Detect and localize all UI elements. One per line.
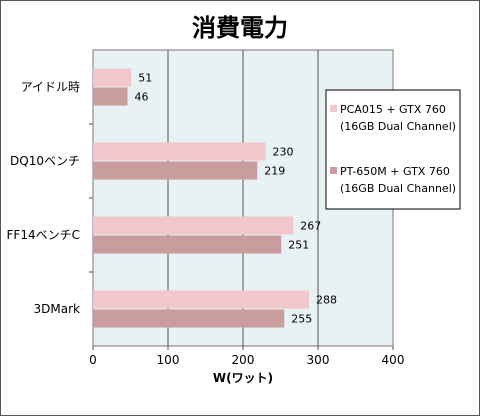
data-label: 51 [138, 72, 152, 85]
legend-label-series-2-line2: (16GB Dual Channel) [340, 182, 456, 195]
bar-series-1 [93, 290, 309, 309]
category-labels: アイドル時 DQ10ベンチ FF14ベンチC 3DMark [7, 80, 81, 316]
bar-series-1 [93, 68, 132, 87]
legend-label-series-2-line1: PT-650M + GTX 760 [340, 165, 450, 178]
legend-swatch-series-2 [330, 167, 337, 174]
bars [93, 68, 309, 328]
x-tick-label: 400 [382, 353, 405, 367]
x-axis-title: W(ワット) [213, 371, 273, 385]
category-label: アイドル時 [21, 80, 80, 94]
bar-series-2 [93, 309, 285, 328]
bar-series-2 [93, 161, 258, 180]
bar-series-1 [93, 216, 294, 235]
category-label: FF14ベンチC [7, 228, 80, 242]
data-label: 288 [316, 294, 337, 307]
x-tick-label: 100 [157, 353, 180, 367]
category-label: 3DMark [34, 302, 81, 316]
data-label: 251 [288, 239, 309, 252]
tick-labels: 0 100 200 300 400 [89, 353, 404, 367]
legend-box [325, 89, 461, 210]
data-label: 255 [291, 313, 312, 326]
legend-label-series-1-line1: PCA015 + GTX 760 [340, 103, 446, 116]
x-tick-label: 0 [89, 353, 97, 367]
x-tick-label: 200 [232, 353, 255, 367]
data-labels: 51 46 230 219 267 251 288 255 [135, 72, 338, 326]
bar-series-2 [93, 87, 128, 106]
legend: PCA015 + GTX 760 (16GB Dual Channel) PT-… [325, 89, 461, 210]
data-label: 267 [300, 220, 321, 233]
data-label: 219 [264, 165, 285, 178]
legend-swatch-series-1 [330, 105, 337, 112]
bar-series-1 [93, 142, 266, 161]
bar-series-2 [93, 235, 282, 254]
x-tick-label: 300 [307, 353, 330, 367]
category-label: DQ10ベンチ [10, 154, 80, 168]
chart-title: 消費電力 [192, 14, 288, 42]
legend-label-series-1-line2: (16GB Dual Channel) [340, 120, 456, 133]
data-label: 46 [135, 91, 149, 104]
data-label: 230 [273, 146, 294, 159]
